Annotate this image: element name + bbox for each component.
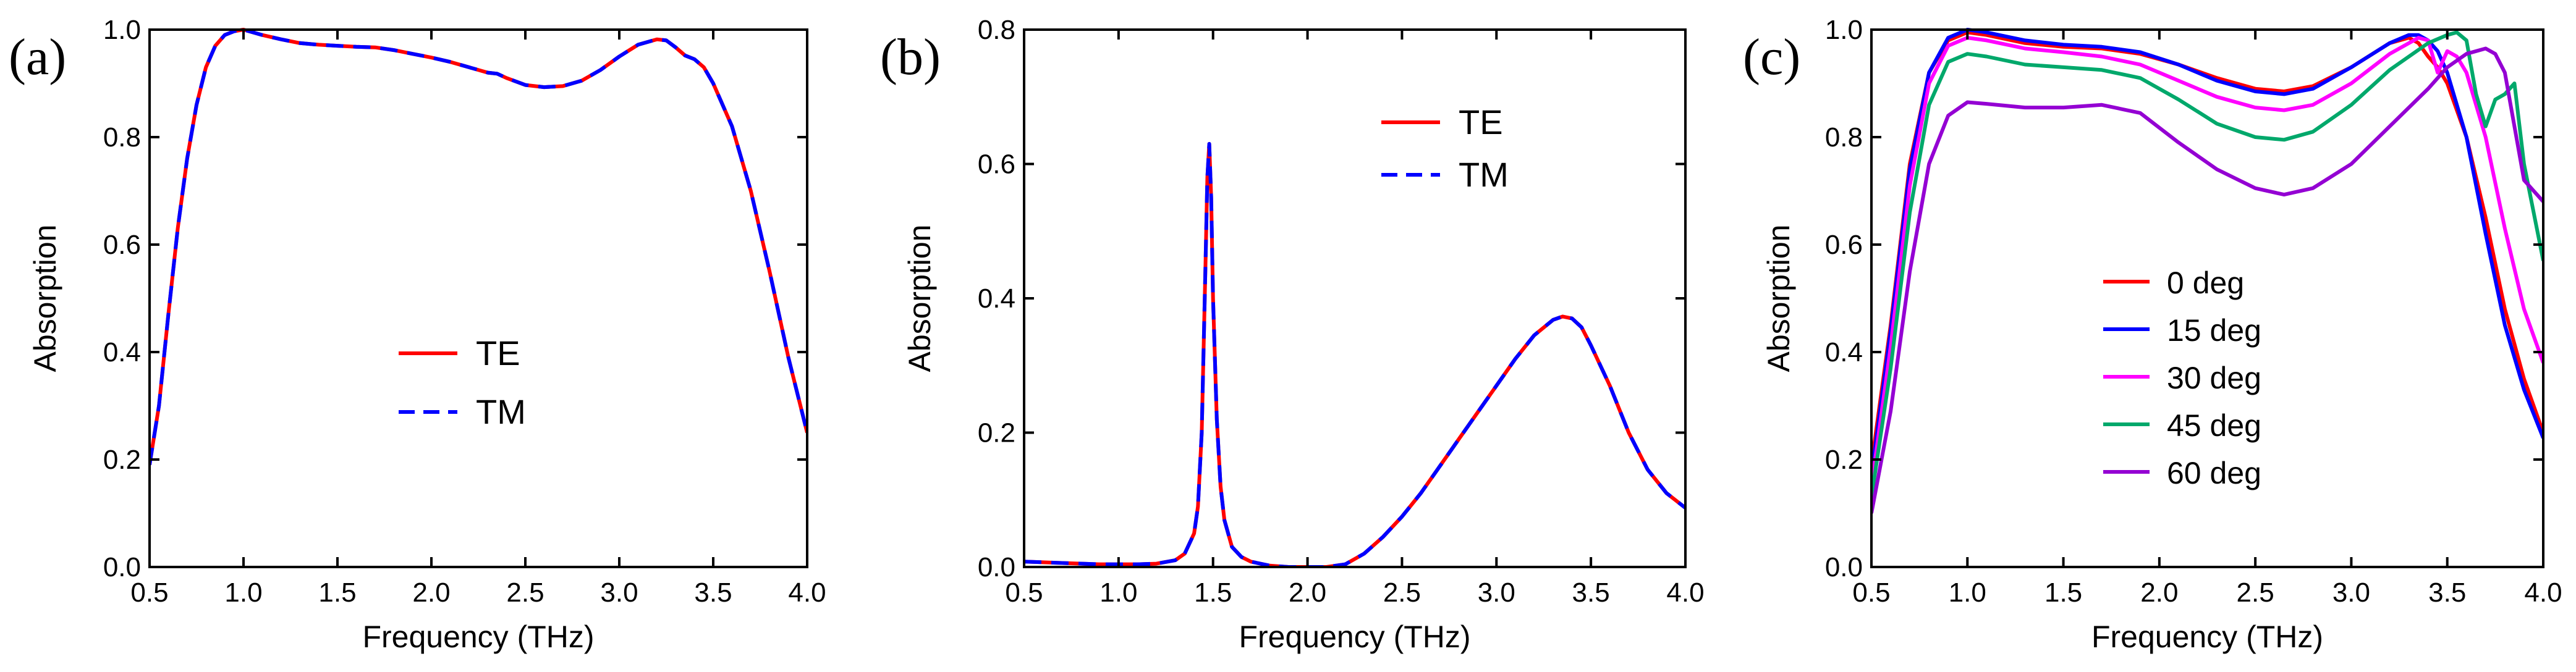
axes-frame — [1870, 28, 2544, 568]
x-tick-label: 3.5 — [1572, 578, 1610, 608]
panel-2: 0.5 1.0 1.5 2.0 2.5 3.0 3.5 4.0 0.0 0.2 0.4 0.6 0.8 F… — [880, 15, 1705, 654]
x-tick-label: 1.0 — [1099, 578, 1137, 608]
legend-label: 60 deg — [2167, 456, 2261, 490]
x-tick-label: 3.5 — [694, 578, 732, 608]
x-tick-label: 2.0 — [1289, 578, 1326, 608]
y-tick-label: 0.4 — [103, 337, 141, 368]
y-tick-label: 0.0 — [1825, 552, 1863, 582]
x-tick-label: 2.5 — [1383, 578, 1421, 608]
y-axis-label: Absorption — [28, 224, 62, 372]
panel-label: (a) — [9, 28, 66, 86]
y-tick-label: 1.0 — [103, 15, 141, 45]
legend-label: TM — [476, 392, 526, 431]
legend-label: 15 deg — [2167, 313, 2261, 348]
x-tick-label: 1.0 — [1949, 578, 1986, 608]
x-axis-label: Frequency (THz) — [1239, 620, 1470, 654]
x-tick-label: 3.0 — [600, 578, 638, 608]
x-tick-label: 3.5 — [2428, 578, 2466, 608]
x-tick-label: 3.0 — [2332, 578, 2370, 608]
x-tick-label: 0.5 — [1852, 578, 1890, 608]
y-tick-label: 0.8 — [978, 15, 1015, 45]
legend-label: 30 deg — [2167, 361, 2261, 395]
x-tick-label: 1.5 — [318, 578, 356, 608]
axes-frame — [1023, 28, 1687, 568]
axes-frame — [148, 28, 808, 568]
series-line-15-deg — [1871, 28, 2543, 476]
series-line-0-deg — [1871, 30, 2543, 466]
panel-1: 0.5 1.0 1.5 2.0 2.5 3.0 3.5 4.0 0.0 0.2 0.4 0.6 0.8 1… — [9, 15, 826, 654]
legend-label: 45 deg — [2167, 408, 2261, 443]
y-tick-label: 0.6 — [978, 149, 1015, 180]
x-tick-label: 2.5 — [2237, 578, 2274, 608]
y-tick-label: 0.6 — [103, 230, 141, 260]
x-tick-label: 4.0 — [788, 578, 826, 608]
legend-label: 0 deg — [2167, 266, 2244, 300]
y-tick-label: 0.2 — [103, 445, 141, 475]
x-tick-label: 2.0 — [412, 578, 450, 608]
x-axis-label: Frequency (THz) — [362, 620, 594, 654]
legend: TE TM — [1381, 103, 1509, 194]
legend: 0 deg 15 deg 30 deg 45 deg 60 deg — [2103, 266, 2261, 490]
series-line-60-deg — [1871, 46, 2543, 514]
legend-label: TM — [1459, 155, 1509, 194]
x-tick-label: 0.5 — [1005, 578, 1043, 608]
x-tick-label: 2.5 — [506, 578, 544, 608]
y-tick-label: 0.2 — [1825, 445, 1863, 475]
legend-label: TE — [476, 334, 520, 372]
x-tick-label: 4.0 — [2524, 578, 2562, 608]
panel-label: (c) — [1743, 28, 1800, 86]
x-tick-label: 2.0 — [2140, 578, 2178, 608]
legend: TE TM — [399, 334, 526, 431]
y-tick-label: 0.6 — [1825, 230, 1863, 260]
y-axis-label: Absorption — [1761, 224, 1796, 372]
panel-3: 0.5 1.0 1.5 2.0 2.5 3.0 3.5 4.0 0.0 0.2 0.4 0.6 0.8 1… — [1743, 15, 2562, 654]
y-tick-label: 0.0 — [978, 552, 1015, 582]
series-line-te — [1024, 141, 1685, 567]
x-tick-label: 3.0 — [1478, 578, 1515, 608]
x-axis-label: Frequency (THz) — [2091, 620, 2323, 654]
y-tick-label: 0.8 — [1825, 122, 1863, 153]
y-tick-label: 0.4 — [1825, 337, 1863, 368]
x-tick-label: 1.0 — [224, 578, 262, 608]
series-line-tm — [150, 28, 807, 466]
legend-label: TE — [1459, 103, 1503, 141]
series-line-tm — [1024, 141, 1685, 567]
series-line-45-deg — [1871, 30, 2543, 498]
y-tick-label: 0.0 — [103, 552, 141, 582]
x-tick-label: 1.5 — [2044, 578, 2082, 608]
y-tick-label: 0.8 — [103, 122, 141, 153]
panel-label: (b) — [880, 28, 941, 86]
x-tick-label: 4.0 — [1666, 578, 1704, 608]
y-tick-label: 0.4 — [978, 284, 1015, 314]
series-line-30-deg — [1871, 36, 2543, 487]
y-tick-label: 0.2 — [978, 418, 1015, 448]
y-tick-label: 1.0 — [1825, 15, 1863, 45]
x-tick-label: 1.5 — [1194, 578, 1232, 608]
y-axis-label: Absorption — [902, 224, 937, 372]
x-tick-label: 0.5 — [130, 578, 168, 608]
